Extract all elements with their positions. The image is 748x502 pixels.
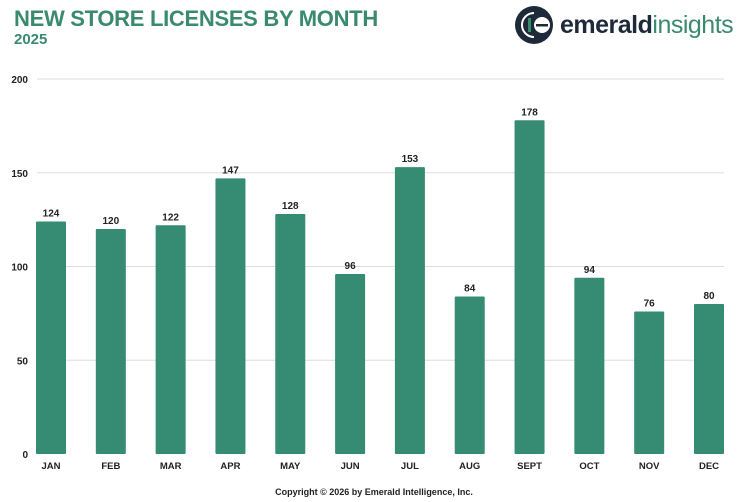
bar-oct <box>574 277 605 454</box>
data-label: 128 <box>282 201 299 212</box>
x-tick-label: DEC <box>699 461 719 472</box>
data-label: 80 <box>703 291 715 302</box>
data-label: 153 <box>402 154 419 165</box>
bar-sept <box>514 120 545 454</box>
bar-jun <box>335 274 366 454</box>
chart-title: NEW STORE LICENSES BY MONTH <box>14 6 378 31</box>
bar-jul <box>394 167 425 454</box>
x-tick-label: JUL <box>401 461 419 472</box>
x-tick-label: APR <box>220 461 240 472</box>
y-tick-label: 100 <box>11 263 28 274</box>
bar-feb <box>95 229 126 454</box>
data-label: 178 <box>521 107 538 118</box>
x-tick-label: NOV <box>639 461 660 472</box>
brand-logo: emeraldinsights <box>514 5 734 45</box>
copyright-footer: Copyright © 2026 by Emerald Intelligence… <box>275 487 473 497</box>
y-tick-label: 150 <box>11 169 28 180</box>
logo-text-emerald: emerald <box>560 10 653 39</box>
x-tick-label: MAR <box>160 461 182 472</box>
bar-aug <box>454 296 485 454</box>
data-label: 96 <box>345 261 357 272</box>
bar-may <box>275 214 306 454</box>
logo-text-insights: insights <box>652 10 734 39</box>
data-label: 120 <box>102 216 119 227</box>
bar-apr <box>215 178 246 454</box>
x-tick-label: OCT <box>579 461 599 472</box>
x-tick-label: AUG <box>459 461 480 472</box>
y-tick-label: 0 <box>22 450 28 461</box>
data-label: 147 <box>222 165 239 176</box>
bar-jan <box>36 221 66 454</box>
chart-subtitle: 2025 <box>14 31 48 48</box>
x-tick-label: MAY <box>280 461 301 472</box>
x-tick-label: JAN <box>41 461 60 472</box>
y-tick-label: 200 <box>11 75 28 86</box>
bar-dec <box>694 304 724 454</box>
logo-mark-icon <box>515 6 553 44</box>
data-label: 76 <box>644 299 656 310</box>
y-tick-label: 50 <box>17 356 29 367</box>
x-tick-label: JUN <box>341 461 360 472</box>
bar-nov <box>634 311 665 454</box>
data-label: 122 <box>162 212 179 223</box>
x-tick-label: SEPT <box>517 461 542 472</box>
data-label: 124 <box>43 209 60 220</box>
bar-mar <box>155 225 186 454</box>
data-label: 84 <box>464 284 476 295</box>
x-tick-label: FEB <box>101 461 120 472</box>
data-label: 94 <box>584 265 596 276</box>
